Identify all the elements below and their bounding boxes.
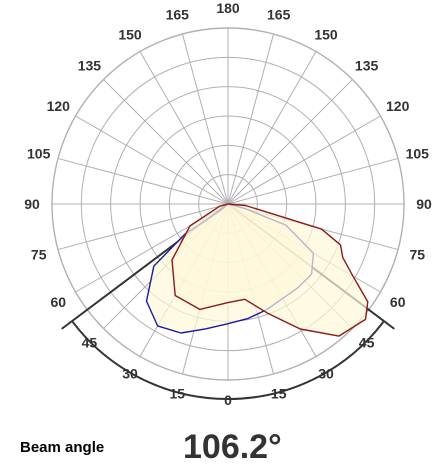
tick-label-right-15: 15	[271, 385, 287, 401]
tick-label-right-0: 0	[224, 392, 232, 408]
grid-spoke	[227, 115, 381, 205]
beam-angle-value: 106.2°	[183, 428, 282, 466]
tick-label-left-105: 105	[27, 145, 51, 161]
grid-spoke	[227, 157, 399, 205]
tick-label-right-135: 135	[355, 57, 379, 73]
tick-label-right-30: 30	[318, 366, 334, 382]
grid-spoke	[103, 79, 229, 205]
tick-label-left-165: 165	[166, 7, 190, 23]
tick-label-right-90: 90	[416, 196, 432, 212]
tick-label-right-165: 165	[267, 7, 291, 23]
tick-label-left-120: 120	[47, 98, 71, 114]
tick-label-right-150: 150	[314, 26, 338, 42]
grid-spoke	[227, 51, 317, 205]
grid-spoke	[181, 33, 229, 205]
tick-label-left-135: 135	[78, 57, 102, 73]
grid-spoke	[227, 79, 353, 205]
tick-label-left-15: 15	[170, 385, 186, 401]
tick-label-right-60: 60	[390, 294, 406, 310]
tick-labels: 0 15 30 45 60 75 90 105 120 135 150 165 180 15 30 45 60 7…	[24, 0, 432, 408]
tick-label-left-60: 60	[51, 294, 67, 310]
tick-label-left-75: 75	[31, 247, 47, 263]
tick-label-left-90: 90	[24, 196, 40, 212]
tick-label-right-75: 75	[410, 247, 426, 263]
grid-spoke	[57, 203, 229, 251]
tick-label-right-45: 45	[359, 335, 375, 351]
tick-label-right-180: 180	[216, 0, 240, 16]
grid-spoke	[139, 51, 229, 205]
grid-spoke	[227, 33, 275, 205]
tick-label-left-30: 30	[122, 366, 138, 382]
tick-label-left-45: 45	[82, 335, 98, 351]
tick-label-left-150: 150	[118, 26, 142, 42]
tick-label-right-105: 105	[406, 145, 430, 161]
beam-angle-label: Beam angle	[20, 439, 105, 456]
series-group	[145, 203, 369, 337]
tick-label-right-120: 120	[386, 98, 410, 114]
grid-spoke	[75, 115, 229, 205]
series-curve-2	[171, 203, 369, 337]
grid-spoke	[57, 157, 229, 205]
beam-arc	[71, 320, 385, 400]
